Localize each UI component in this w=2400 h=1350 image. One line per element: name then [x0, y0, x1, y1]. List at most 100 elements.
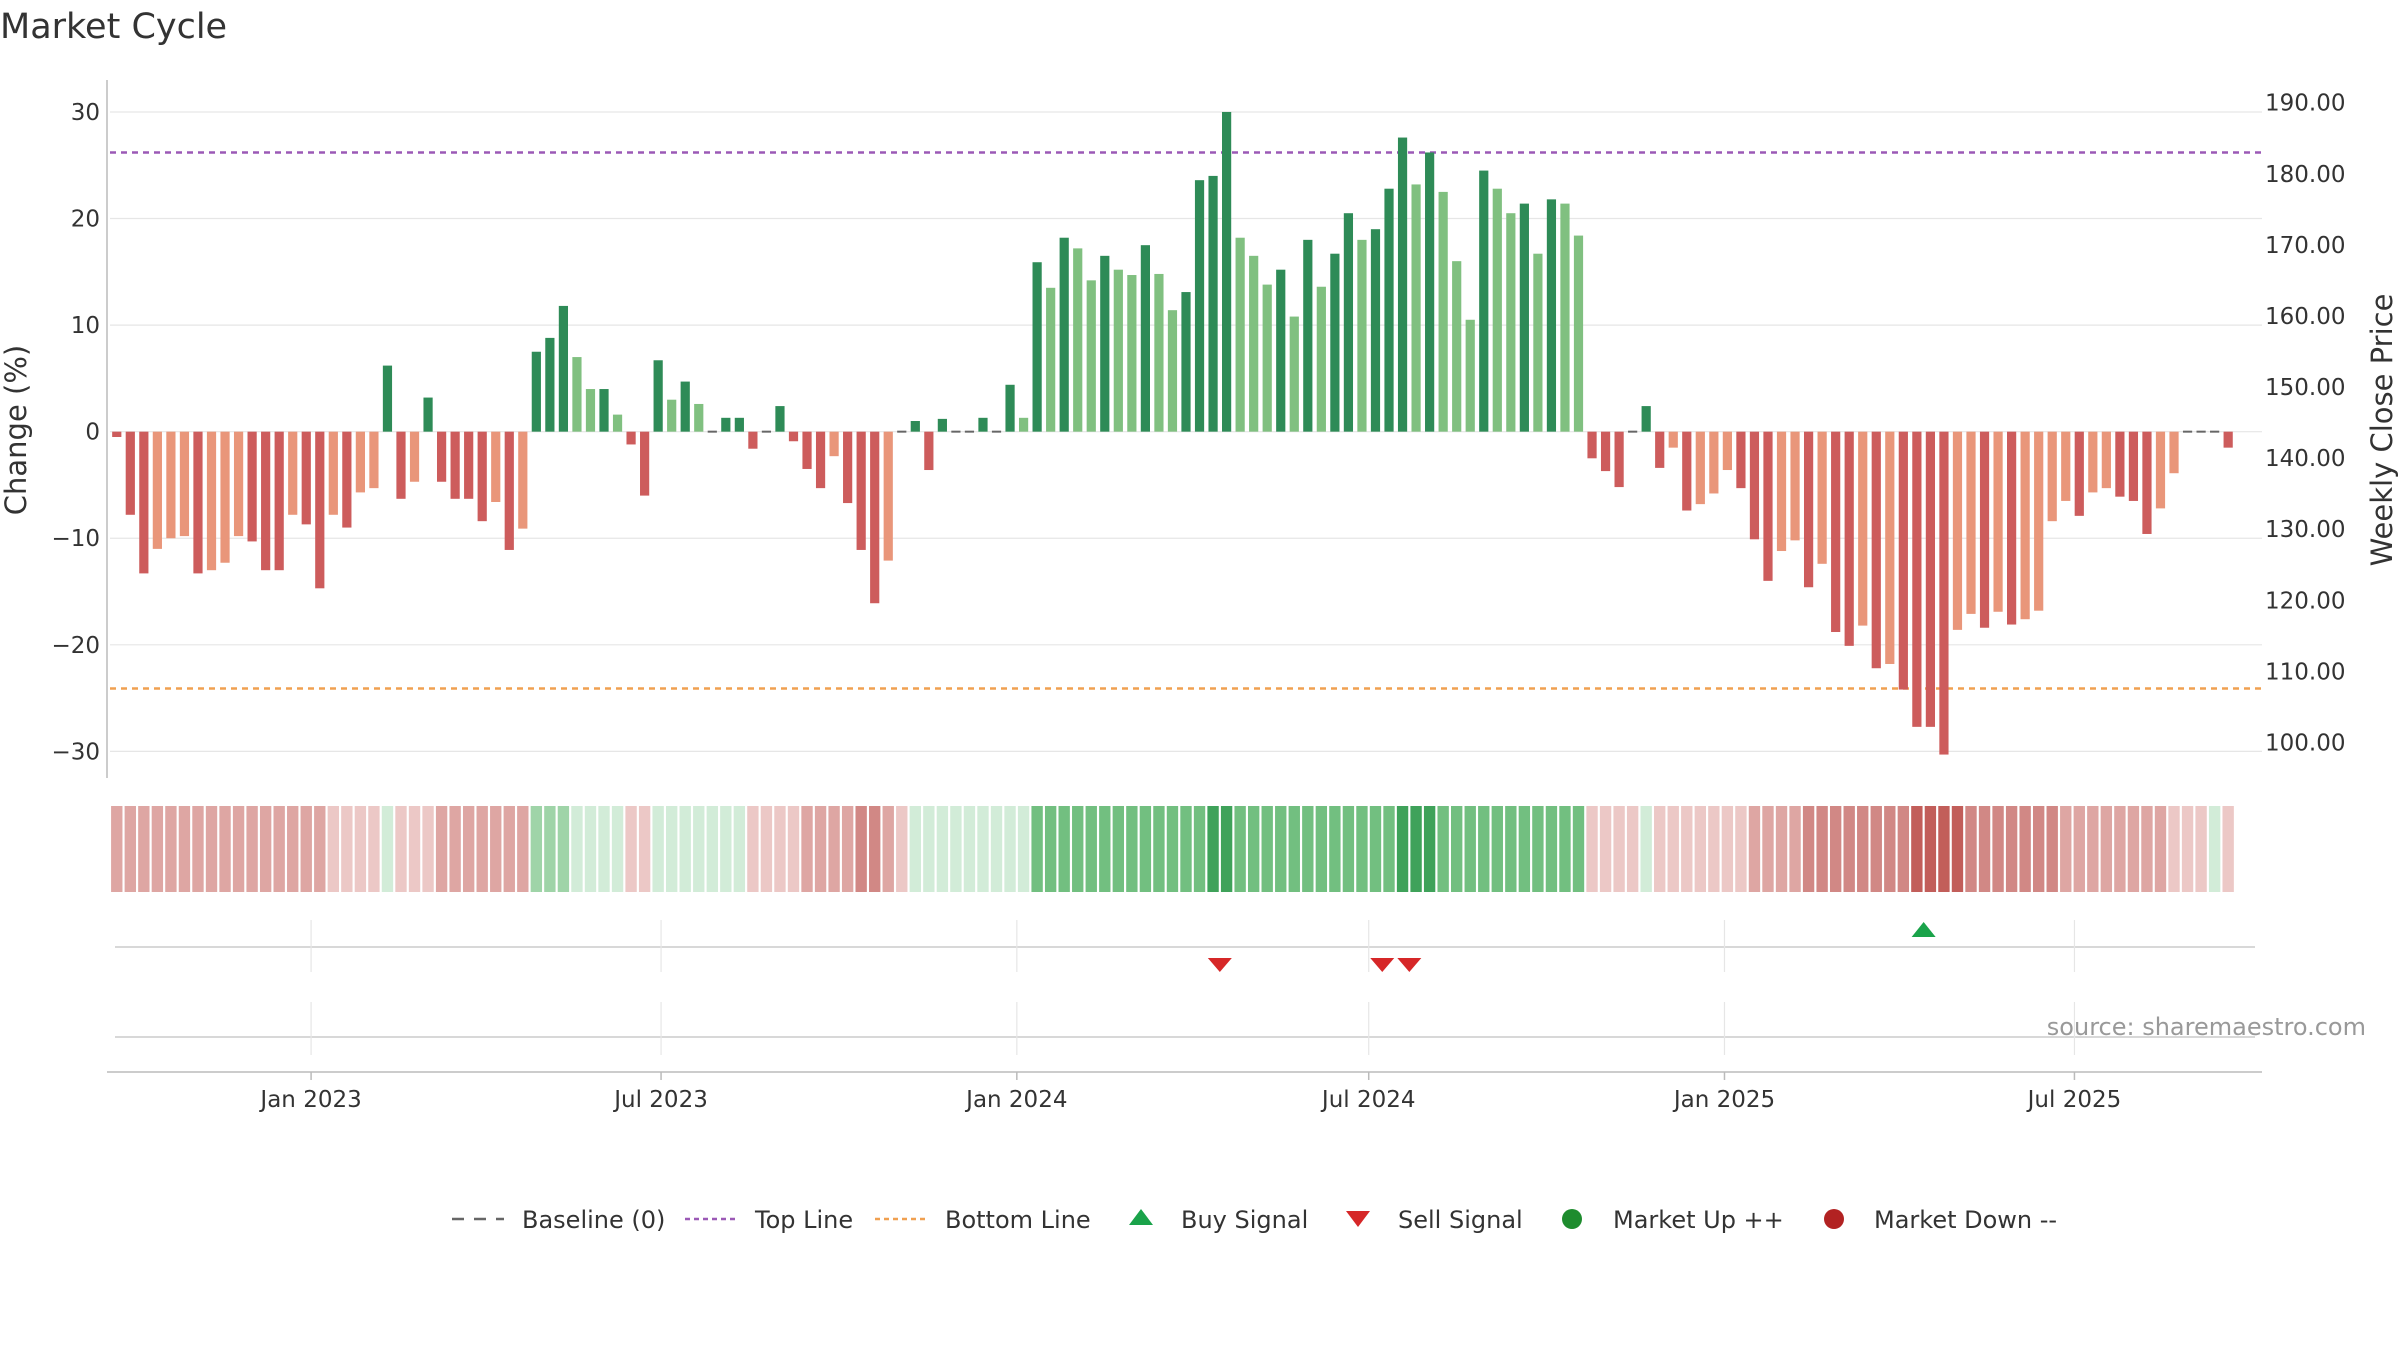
change-bar — [1140, 245, 1150, 432]
change-bar — [382, 365, 393, 432]
heat-cell — [178, 806, 191, 892]
change-bar — [355, 431, 365, 493]
legend-label: Baseline (0) — [522, 1206, 665, 1234]
heat-cell — [1031, 806, 1043, 892]
change-bar — [667, 399, 677, 432]
change-bar — [1736, 431, 1746, 489]
change-bar — [2020, 431, 2030, 620]
heat-cell — [341, 806, 353, 892]
heat-cell — [1099, 806, 1111, 892]
heat-cell — [828, 806, 840, 892]
change-bar — [572, 357, 582, 432]
change-bar — [1966, 431, 1976, 614]
change-bar — [653, 360, 663, 432]
heat-cell — [1058, 806, 1070, 892]
bars-layer — [112, 111, 2233, 755]
y-tick-label: 20 — [71, 207, 100, 233]
change-bar — [1086, 280, 1096, 432]
heat-cell — [1247, 806, 1260, 892]
heat-cell — [1112, 806, 1125, 892]
sell-signal-marker — [1370, 958, 1395, 972]
heat-cell — [760, 806, 773, 892]
change-bar — [626, 431, 636, 445]
heat-cell — [625, 806, 637, 892]
change-bar — [1330, 253, 1340, 432]
change-bar — [545, 337, 555, 432]
heat-cell — [449, 806, 461, 892]
heat-cell — [1748, 806, 1761, 892]
heat-cell — [408, 806, 421, 892]
change-bar — [640, 431, 650, 496]
heat-cell — [1410, 806, 1422, 892]
change-bar — [233, 431, 244, 537]
heat-cell — [1193, 806, 1206, 892]
heat-cell — [1599, 806, 1612, 892]
heat-cell — [950, 806, 962, 892]
change-bar — [2155, 431, 2166, 509]
change-bar — [423, 397, 433, 432]
heat-cell — [1491, 806, 1503, 892]
change-bar — [1506, 213, 1516, 432]
market-panel — [115, 1002, 2255, 1055]
heat-cell — [1072, 806, 1084, 892]
change-bar — [1979, 431, 1990, 628]
change-bar — [288, 431, 298, 515]
heat-cell — [1139, 806, 1152, 892]
chart-title: Market Cycle — [0, 7, 227, 47]
change-bar — [788, 431, 799, 442]
change-bar — [477, 431, 487, 522]
heat-cell — [1694, 806, 1706, 892]
heat-cell — [909, 806, 921, 892]
change-bar — [1560, 203, 1570, 432]
heat-cell — [476, 806, 488, 892]
heat-cell — [1044, 806, 1057, 892]
heat-cell — [462, 806, 475, 892]
heat-cell — [138, 806, 150, 892]
y2-tick-label: 100.00 — [2265, 730, 2345, 756]
change-bar — [1316, 286, 1326, 432]
change-bar — [396, 431, 406, 499]
heat-cell — [273, 806, 285, 892]
change-bar — [815, 431, 826, 489]
change-bar — [2101, 431, 2111, 489]
change-bar — [1952, 431, 1963, 630]
change-bar — [1181, 292, 1191, 432]
change-bar — [883, 431, 893, 561]
change-bar — [1018, 417, 1029, 432]
change-bar — [1776, 431, 1787, 552]
change-bar — [802, 431, 812, 469]
change-bar — [775, 406, 785, 432]
change-bar — [1438, 191, 1448, 432]
heat-cell — [1789, 806, 1801, 892]
change-bar — [193, 431, 203, 574]
change-bar — [1655, 431, 1665, 468]
heat-cell — [1275, 806, 1287, 892]
heat-cell — [1816, 806, 1828, 892]
heat-cell — [1897, 806, 1910, 892]
change-bar — [125, 431, 135, 515]
heat-cell — [936, 806, 949, 892]
heat-cell — [1478, 806, 1490, 892]
heat-cell — [1681, 806, 1693, 892]
heat-cell — [652, 806, 664, 892]
change-bar — [1046, 287, 1056, 432]
heat-cell — [1843, 806, 1855, 892]
x-tick-label: Jul 2025 — [2026, 1087, 2122, 1113]
change-bar — [924, 431, 934, 471]
change-bar — [436, 431, 447, 482]
change-bar — [1925, 431, 1936, 727]
y2-tick-label: 170.00 — [2265, 233, 2345, 259]
heat-cell — [666, 806, 678, 892]
heat-cell — [1342, 806, 1355, 892]
heat-cell — [1302, 806, 1314, 892]
heat-cell — [990, 806, 1003, 892]
heat-cell — [1437, 806, 1449, 892]
heat-cell — [1166, 806, 1179, 892]
heat-cell — [1735, 806, 1747, 892]
x-tick-label: Jul 2024 — [1320, 1087, 1416, 1113]
heat-cell — [855, 806, 867, 892]
heat-cell — [1870, 806, 1882, 892]
change-bar — [328, 431, 338, 515]
change-bar — [369, 431, 379, 489]
heat-cell — [1762, 806, 1774, 892]
